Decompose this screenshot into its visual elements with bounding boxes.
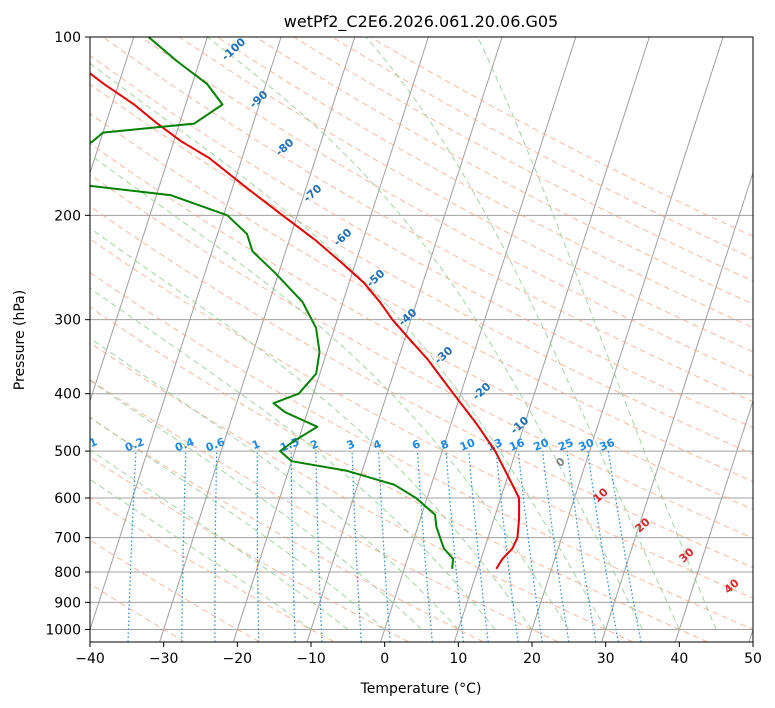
x-tick-label: 50 (744, 651, 762, 667)
chart-title: wetPf2_C2E6.2026.061.20.06.G05 (284, 12, 558, 32)
isotherm-line (90, 37, 135, 175)
dry-adiabat-line (90, 583, 185, 642)
x-tick-label: −10 (296, 651, 326, 667)
mixing-ratio-label: 36 (598, 436, 617, 454)
dry-adiabat-line (255, 37, 753, 305)
y-tick-label: 400 (54, 387, 81, 403)
moist-adiabat-line (90, 416, 386, 630)
moist-adiabat-line (90, 287, 496, 630)
mixing-ratio-label: 2 (309, 437, 321, 452)
x-tick-label: −20 (223, 651, 253, 667)
y-axis-label: Pressure (hPa) (12, 290, 28, 390)
mixing-ratio-label: 30 (577, 436, 596, 454)
mixing-ratio-label: 16 (507, 436, 526, 454)
dry-adiabat-line (90, 272, 753, 630)
y-tick-label: 500 (54, 444, 81, 460)
dry-adiabat-line (90, 112, 753, 483)
dry-adiabat-line (90, 306, 708, 642)
mixing-ratio-label: 0.1 (76, 435, 99, 454)
isotherm-line (601, 171, 753, 642)
mixing-ratio-label: 20 (532, 436, 551, 454)
y-axis: 100 200 300 400 500 600 700 800 900 1000 (45, 30, 90, 638)
isotherm-line (674, 399, 753, 642)
mixing-ratio-line (541, 451, 570, 642)
isotherm-line (380, 37, 577, 642)
mixing-ratio-line (495, 451, 519, 642)
dry-adiabat-line (90, 83, 753, 455)
x-axis: −40 −30 −20 −10 0 10 20 30 40 50 (75, 642, 762, 667)
plot-background (90, 37, 753, 642)
dry-adiabat-line (90, 379, 559, 642)
profile-lines (90, 37, 521, 570)
dry-adiabat-line (178, 37, 753, 353)
x-tick-label: 20 (523, 651, 541, 667)
y-tick-label: 1000 (45, 622, 81, 638)
moist-adiabat-line (206, 37, 643, 630)
x-tick-label: 10 (449, 651, 467, 667)
moist-adiabat-line (477, 37, 717, 630)
mixing-ratio-label: 3 (345, 437, 357, 452)
x-tick-label: −40 (75, 651, 105, 667)
x-tick-label: −30 (149, 651, 179, 667)
mixing-ratio-label: 25 (556, 436, 575, 454)
x-axis-label: Temperature (°C) (360, 681, 482, 697)
moist-adiabat-line (90, 478, 312, 630)
x-tick-label: 30 (597, 651, 615, 667)
y-tick-label: 300 (54, 313, 81, 329)
moist-adiabat-line (90, 337, 459, 630)
background-lines (0, 37, 753, 642)
dry-adiabat-line (90, 205, 753, 569)
mixing-ratio-line (445, 451, 465, 642)
dry-adiabat-line (90, 539, 260, 642)
isotherm-line (90, 37, 282, 632)
y-tick-label: 700 (54, 531, 81, 547)
y-tick-label: 200 (54, 208, 81, 224)
mixing-ratio-label: 13 (485, 436, 504, 454)
mixing-ratio-label: 1 (250, 437, 262, 452)
mixing-ratio-line (416, 451, 433, 642)
mixing-ratio-line (468, 451, 489, 642)
y-tick-label: 900 (54, 595, 81, 611)
moist-adiabat-line (365, 37, 680, 630)
y-tick-label: 100 (54, 30, 81, 46)
x-tick-label: 0 (380, 651, 389, 667)
mixing-ratio-line (566, 451, 597, 642)
mixing-ratio-line (517, 451, 543, 642)
y-tick-label: 800 (54, 565, 81, 581)
isotherm-line (159, 37, 356, 642)
isotherm-line (232, 37, 429, 642)
mixing-ratio-label: 10 (458, 436, 477, 454)
moist-adiabat-line (90, 227, 533, 630)
dry-adiabat-line (90, 417, 484, 642)
x-tick-label: 40 (670, 651, 688, 667)
isotherm-line (0, 37, 60, 642)
dewpoint-profile-line (90, 37, 455, 569)
dry-adiabat-line (90, 456, 410, 642)
dry-adiabat-line (140, 37, 753, 378)
dry-adiabat-line (90, 238, 753, 599)
plot-frame (89, 36, 754, 643)
isotherm-line (453, 37, 650, 642)
dry-adiabat-line (90, 342, 634, 642)
moist-adiabat-line (90, 379, 422, 630)
mixing-ratio-label: 8 (439, 437, 451, 452)
y-tick-label: 600 (54, 491, 81, 507)
